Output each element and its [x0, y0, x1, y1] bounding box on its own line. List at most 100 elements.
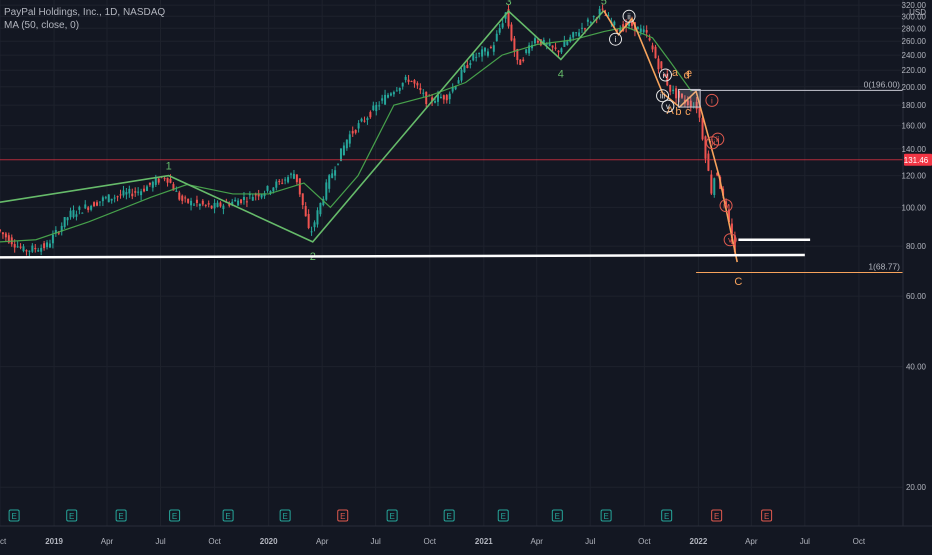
- candle-body: [104, 197, 107, 199]
- circle-marker: [658, 68, 672, 82]
- candle-body: [266, 185, 269, 191]
- wave-orange-path: [603, 10, 738, 263]
- x-tick-label: 2021: [475, 537, 493, 546]
- y-tick-label: 100.00: [902, 203, 927, 212]
- earnings-flag-letter: E: [225, 512, 230, 521]
- candle-body: [48, 243, 51, 248]
- candle-body: [628, 22, 631, 27]
- candle-body: [57, 232, 60, 234]
- candle-body: [363, 120, 366, 122]
- candle-body: [154, 177, 157, 185]
- candle-body: [0, 229, 1, 232]
- circled-label-i: i: [609, 32, 623, 46]
- candle-body: [442, 95, 445, 100]
- x-tick-label: Apr: [316, 537, 329, 546]
- earnings-flag-letter: E: [446, 512, 451, 521]
- earnings-flag: E: [761, 509, 773, 522]
- candle-body: [7, 235, 10, 243]
- candle-body: [184, 197, 187, 199]
- candle-body: [60, 225, 63, 232]
- candle-body: [295, 174, 298, 183]
- candle-body: [254, 194, 257, 196]
- candle-body: [16, 246, 19, 248]
- candle-body: [663, 73, 666, 77]
- candle-body: [516, 49, 519, 61]
- candle-body: [328, 175, 331, 189]
- circled-label-iii: iii: [656, 89, 670, 103]
- candle-body: [601, 8, 604, 10]
- candle-body: [542, 39, 545, 45]
- candle-body: [281, 182, 284, 184]
- candle-body: [657, 58, 660, 70]
- x-tick-label: Oct: [424, 537, 437, 546]
- candle-body: [54, 230, 57, 234]
- circled-red-label-i: i: [705, 93, 719, 107]
- candle-body: [148, 182, 151, 185]
- candle-body: [660, 61, 663, 69]
- candle-body: [484, 47, 487, 52]
- candle-body: [93, 202, 96, 207]
- candle-body: [284, 179, 287, 181]
- candle-body: [675, 88, 678, 99]
- candle-body: [75, 214, 78, 217]
- candle-body: [678, 90, 681, 98]
- candle-body: [1, 232, 4, 235]
- ma-50-line: [0, 26, 692, 243]
- candle-body: [331, 173, 334, 178]
- x-tick-label: Oct: [638, 537, 651, 546]
- candle-body: [510, 24, 513, 41]
- candle-body: [63, 217, 66, 228]
- candle-body: [689, 100, 692, 108]
- earnings-flag-box: [66, 509, 78, 522]
- candle-body: [707, 153, 710, 171]
- candle-body: [375, 104, 378, 112]
- candle-body: [469, 63, 472, 66]
- candle-body: [66, 217, 69, 221]
- candle-body: [195, 199, 198, 204]
- candle-body: [357, 123, 360, 129]
- candle-body: [410, 80, 413, 82]
- candle-body: [533, 38, 536, 44]
- candle-body: [422, 92, 425, 94]
- x-tick-label: Jul: [585, 537, 595, 546]
- candle-body: [178, 192, 181, 200]
- y-tick-label: 20.00: [906, 483, 927, 492]
- candle-body: [592, 16, 595, 18]
- earnings-flag-box: [761, 509, 773, 522]
- candle-body: [536, 40, 539, 43]
- candle-body: [98, 201, 101, 203]
- candle-body: [645, 30, 648, 33]
- candle-body: [713, 178, 716, 195]
- candle-body: [201, 200, 204, 205]
- candle-body: [451, 87, 454, 92]
- circle-label-text: v: [728, 236, 732, 245]
- candle-body: [472, 53, 475, 61]
- circle-label-text: iv: [723, 202, 729, 211]
- candle-body: [495, 33, 498, 42]
- wave-orange-label-b: b: [675, 106, 681, 118]
- candle-body: [145, 186, 148, 191]
- candle-body: [46, 242, 49, 248]
- candle-body: [384, 94, 387, 105]
- x-tick-label: Oct: [853, 537, 866, 546]
- candle-body: [730, 223, 733, 242]
- candle-body: [381, 98, 384, 101]
- candle-body: [304, 206, 307, 217]
- candle-body: [169, 178, 172, 183]
- candle-body: [698, 107, 701, 118]
- candle-body: [22, 246, 25, 252]
- x-tick-label: Oct: [208, 537, 221, 546]
- candle-body: [725, 201, 728, 208]
- circled-label-v: v: [661, 99, 675, 113]
- symbol-title[interactable]: PayPal Holdings, Inc., 1D, NASDAQ: [4, 7, 166, 18]
- candle-body: [166, 177, 169, 183]
- candle-body: [84, 204, 87, 209]
- x-tick-label: Apr: [101, 537, 114, 546]
- candle-body: [193, 204, 196, 206]
- indicator-legend[interactable]: MA (50, close, 0): [4, 20, 80, 31]
- earnings-flag-box: [386, 509, 398, 522]
- candle-body: [613, 21, 616, 26]
- y-tick-label: 300.00: [902, 12, 927, 21]
